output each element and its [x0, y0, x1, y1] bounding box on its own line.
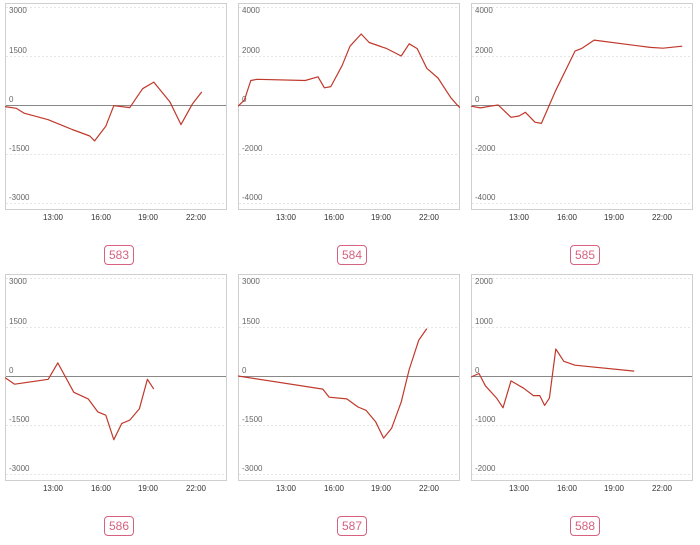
x-tick-label: 13:00 [43, 484, 64, 493]
chart-panel: 3000 1500 0 -1500 -3000 13:00 16:00 19:00 22:00 … [5, 3, 227, 268]
chart-panel: 3000 1500 0 -1500 -3000 13:00 16:00 19:00 22:00 … [5, 274, 227, 539]
y-tick-label: 4000 [242, 6, 260, 15]
chart-id-badge: 585 [570, 245, 601, 265]
x-tick-label: 19:00 [138, 213, 159, 222]
line-chart-svg: 3000 1500 0 -1500 -3000 13:00 16:00 19:00 22:00 [238, 274, 460, 493]
y-tick-label: -2000 [242, 144, 263, 153]
y-tick-label: 1500 [242, 317, 260, 326]
x-tick-label: 16:00 [324, 213, 345, 222]
line-chart-svg: 2000 1000 0 -1000 -2000 13:00 16:00 19:00 22:00 [471, 274, 693, 493]
chart-id-badge: 584 [337, 245, 368, 265]
chart-panel: 4000 2000 0 -2000 -4000 13:00 16:00 19:00 22:00 … [471, 3, 693, 268]
y-tick-label: -1500 [9, 415, 30, 424]
y-tick-label: -1000 [475, 415, 496, 424]
y-tick-label: -2000 [475, 464, 496, 473]
x-tick-label: 16:00 [557, 213, 578, 222]
chart-id-badge: 588 [570, 516, 601, 536]
y-tick-label: 3000 [9, 6, 27, 15]
series-line [471, 348, 635, 409]
y-tick-label: 1000 [475, 317, 493, 326]
y-tick-label: 3000 [242, 277, 260, 286]
chart-id-badge: 587 [337, 516, 368, 536]
x-tick-label: 13:00 [276, 213, 297, 222]
plot-frame [471, 274, 693, 481]
plot-frame [238, 3, 460, 210]
y-tick-label: 0 [475, 95, 480, 104]
y-tick-label: -3000 [9, 464, 30, 473]
y-tick-label: 2000 [475, 46, 493, 55]
y-tick-label: -3000 [242, 464, 263, 473]
x-tick-label: 13:00 [276, 484, 297, 493]
chart-id-badge: 586 [104, 516, 135, 536]
y-tick-label: 0 [9, 95, 14, 104]
chart-panel: 3000 1500 0 -1500 -3000 13:00 16:00 19:00 22:00 … [238, 274, 460, 539]
plot-frame [5, 274, 227, 481]
x-tick-label: 13:00 [509, 213, 530, 222]
series-line [238, 328, 428, 439]
y-tick-label: -2000 [475, 144, 496, 153]
y-tick-label: 2000 [242, 46, 260, 55]
line-chart-svg: 3000 1500 0 -1500 -3000 13:00 16:00 19:00 22:00 [5, 274, 227, 493]
y-tick-label: -1500 [242, 415, 263, 424]
series-line [5, 362, 155, 441]
plot-frame [471, 3, 693, 210]
x-tick-label: 19:00 [371, 213, 392, 222]
y-tick-label: -4000 [475, 193, 496, 202]
series-line [238, 33, 460, 109]
x-tick-label: 22:00 [652, 484, 673, 493]
line-chart-svg: 3000 1500 0 -1500 -3000 13:00 16:00 19:00 22:00 [5, 3, 227, 222]
y-tick-label: 0 [475, 366, 480, 375]
y-tick-label: 0 [9, 366, 14, 375]
x-tick-label: 22:00 [419, 213, 440, 222]
x-tick-label: 16:00 [557, 484, 578, 493]
x-tick-label: 13:00 [509, 484, 530, 493]
x-tick-label: 16:00 [91, 213, 112, 222]
x-tick-label: 19:00 [604, 213, 625, 222]
y-tick-label: 1500 [9, 317, 27, 326]
y-tick-label: 0 [242, 366, 247, 375]
x-tick-label: 22:00 [186, 484, 207, 493]
y-tick-label: 2000 [475, 277, 493, 286]
y-tick-label: -4000 [242, 193, 263, 202]
x-tick-label: 16:00 [324, 484, 345, 493]
chart-id-badge: 583 [104, 245, 135, 265]
chart-panel: 4000 2000 0 -2000 -4000 13:00 16:00 19:00 22:00 … [238, 3, 460, 268]
y-tick-label: 1500 [9, 46, 27, 55]
series-line [5, 81, 203, 142]
x-tick-label: 22:00 [419, 484, 440, 493]
y-tick-label: -3000 [9, 193, 30, 202]
y-tick-label: 3000 [9, 277, 27, 286]
x-tick-label: 19:00 [371, 484, 392, 493]
y-tick-label: 4000 [475, 6, 493, 15]
x-tick-label: 13:00 [43, 213, 64, 222]
chart-panel: 2000 1000 0 -1000 -2000 13:00 16:00 19:00 22:00 … [471, 274, 693, 539]
plot-frame [238, 274, 460, 481]
x-tick-label: 22:00 [652, 213, 673, 222]
x-tick-label: 19:00 [604, 484, 625, 493]
line-chart-svg: 4000 2000 0 -2000 -4000 13:00 16:00 19:00 22:00 [471, 3, 693, 222]
x-tick-label: 22:00 [186, 213, 207, 222]
x-tick-label: 19:00 [138, 484, 159, 493]
series-line [471, 39, 683, 125]
x-tick-label: 16:00 [91, 484, 112, 493]
y-tick-label: -1500 [9, 144, 30, 153]
